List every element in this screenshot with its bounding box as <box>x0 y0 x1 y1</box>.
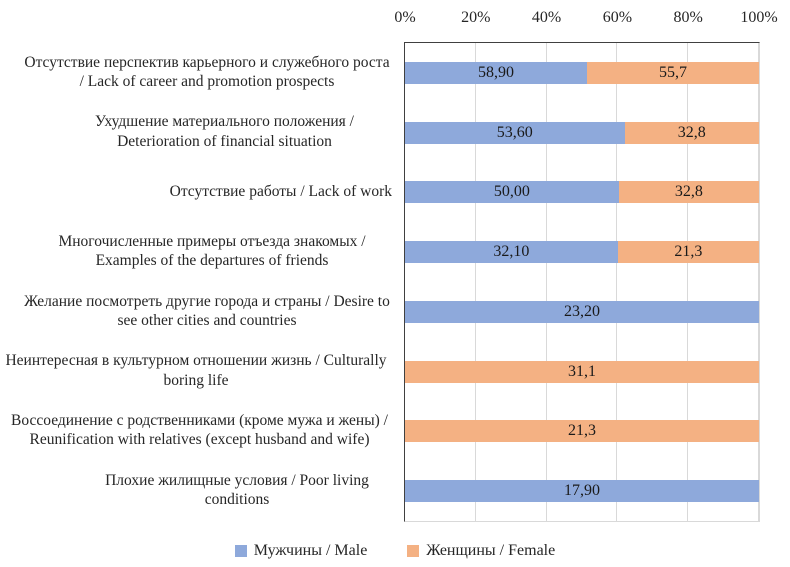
bar-segment-female: 32,8 <box>618 181 759 204</box>
bar-segment-male: 32,10 <box>405 241 618 264</box>
bar-value-label: 32,10 <box>493 243 530 261</box>
bar-value-label: 21,3 <box>674 243 703 261</box>
bar-segment-male: 50,00 <box>405 181 619 204</box>
gridline <box>545 43 547 521</box>
category-label: Отсутствие перспектив карьерного и служе… <box>0 42 404 102</box>
bar-track: 50,00 32,8 <box>405 181 759 204</box>
legend-swatch-male <box>234 545 247 557</box>
bar-row: 23,20 <box>405 282 759 342</box>
bar-row: 21,3 <box>405 402 759 462</box>
bar-segment-male: 58,90 <box>405 61 587 84</box>
bar-value-label: 53,60 <box>496 123 533 141</box>
x-tick-label: 40% <box>531 9 562 26</box>
category-label: Плохие жилищные условия / Poor living co… <box>0 460 404 520</box>
bar-value-label: 50,00 <box>493 183 530 201</box>
category-label-text: Желание посмотреть другие города и стран… <box>24 292 390 329</box>
bar-value-label: 23,20 <box>564 302 600 320</box>
bar-track: 53,60 32,8 <box>405 121 759 144</box>
category-label-text: Плохие жилищные условия / Poor living co… <box>105 471 369 509</box>
legend: Мужчины / Male Женщины / Female <box>0 538 790 564</box>
category-label: Воссоединение с родственниками (кроме му… <box>0 401 404 461</box>
x-tick-label: 20% <box>461 9 491 26</box>
bar-row: 31,1 <box>405 342 759 402</box>
x-tick-label: 0% <box>394 9 416 26</box>
category-label-text: Неинтересная в культурном отношении жизн… <box>5 352 387 389</box>
category-label: Желание посмотреть другие города и стран… <box>0 281 404 341</box>
bar-value-label: 21,3 <box>568 422 596 440</box>
bar-value-label: 32,8 <box>677 123 706 141</box>
bar-segment-female: 55,7 <box>586 61 759 84</box>
legend-label: Мужчины / Male <box>253 542 368 559</box>
bar-segment-male: 53,60 <box>405 121 625 144</box>
category-label-text: Отсутствие работы / Lack of work <box>169 182 392 200</box>
category-label: Многочисленные примеры отъезда знакомых … <box>0 221 404 281</box>
bar-track: 58,90 55,7 <box>405 61 759 84</box>
category-label-text: Ухудшение материального положения / Dete… <box>95 113 354 150</box>
gridline <box>474 43 476 521</box>
legend-label: Женщины / Female <box>426 542 556 559</box>
category-label-text: Многочисленные примеры отъезда знакомых … <box>58 232 366 270</box>
bar-row: 50,00 32,8 <box>405 163 759 223</box>
x-tick-label: 100% <box>740 9 778 26</box>
bar-value-label: 32,8 <box>674 183 703 201</box>
bar-segment-female: 21,3 <box>617 241 759 264</box>
bar-row: 53,60 32,8 <box>405 103 759 163</box>
bar-track: 21,3 <box>405 420 759 443</box>
bar-segment-male: 23,20 <box>405 300 759 323</box>
bar-track: 23,20 <box>405 300 759 323</box>
legend-swatch-female <box>407 545 420 557</box>
bar-segment-female: 32,8 <box>624 121 759 144</box>
bar-track: 31,1 <box>405 360 759 383</box>
bar-value-label: 55,7 <box>658 63 687 81</box>
category-label: Ухудшение материального положения / Dete… <box>0 102 404 162</box>
gridline <box>687 43 689 521</box>
legend-item-male: Мужчины / Male <box>234 542 368 560</box>
bar-track: 32,10 21,3 <box>405 241 759 264</box>
bar-row: 17,90 <box>405 461 759 521</box>
x-tick-label: 80% <box>673 9 703 26</box>
category-label-text: Воссоединение с родственниками (кроме му… <box>11 412 388 449</box>
x-tick-label: 60% <box>602 9 633 26</box>
legend-item-female: Женщины / Female <box>407 542 555 560</box>
category-label: Отсутствие работы / Lack of work <box>0 162 404 222</box>
bar-value-label: 17,90 <box>564 482 600 500</box>
category-label: Неинтересная в культурном отношении жизн… <box>0 341 404 401</box>
x-axis: 0% 20% 40% 60% 80% 100% <box>394 0 777 42</box>
bar-segment-male: 17,90 <box>405 480 759 503</box>
bar-segment-female: 31,1 <box>405 360 759 383</box>
bar-row: 32,10 21,3 <box>405 222 759 282</box>
bar-segment-female: 21,3 <box>405 420 759 443</box>
gridline <box>758 43 759 521</box>
bar-track: 17,90 <box>405 480 759 503</box>
category-label-text: Отсутствие перспектив карьерного и служе… <box>24 53 390 90</box>
bar-value-label: 58,90 <box>477 63 514 81</box>
bar-row: 58,90 55,7 <box>405 43 759 103</box>
bar-value-label: 31,1 <box>568 362 596 380</box>
gridline <box>616 43 618 521</box>
plot-area: 58,90 55,7 53,60 32,8 50,00 32,8 32,10 21,3 23,2… <box>404 42 760 522</box>
